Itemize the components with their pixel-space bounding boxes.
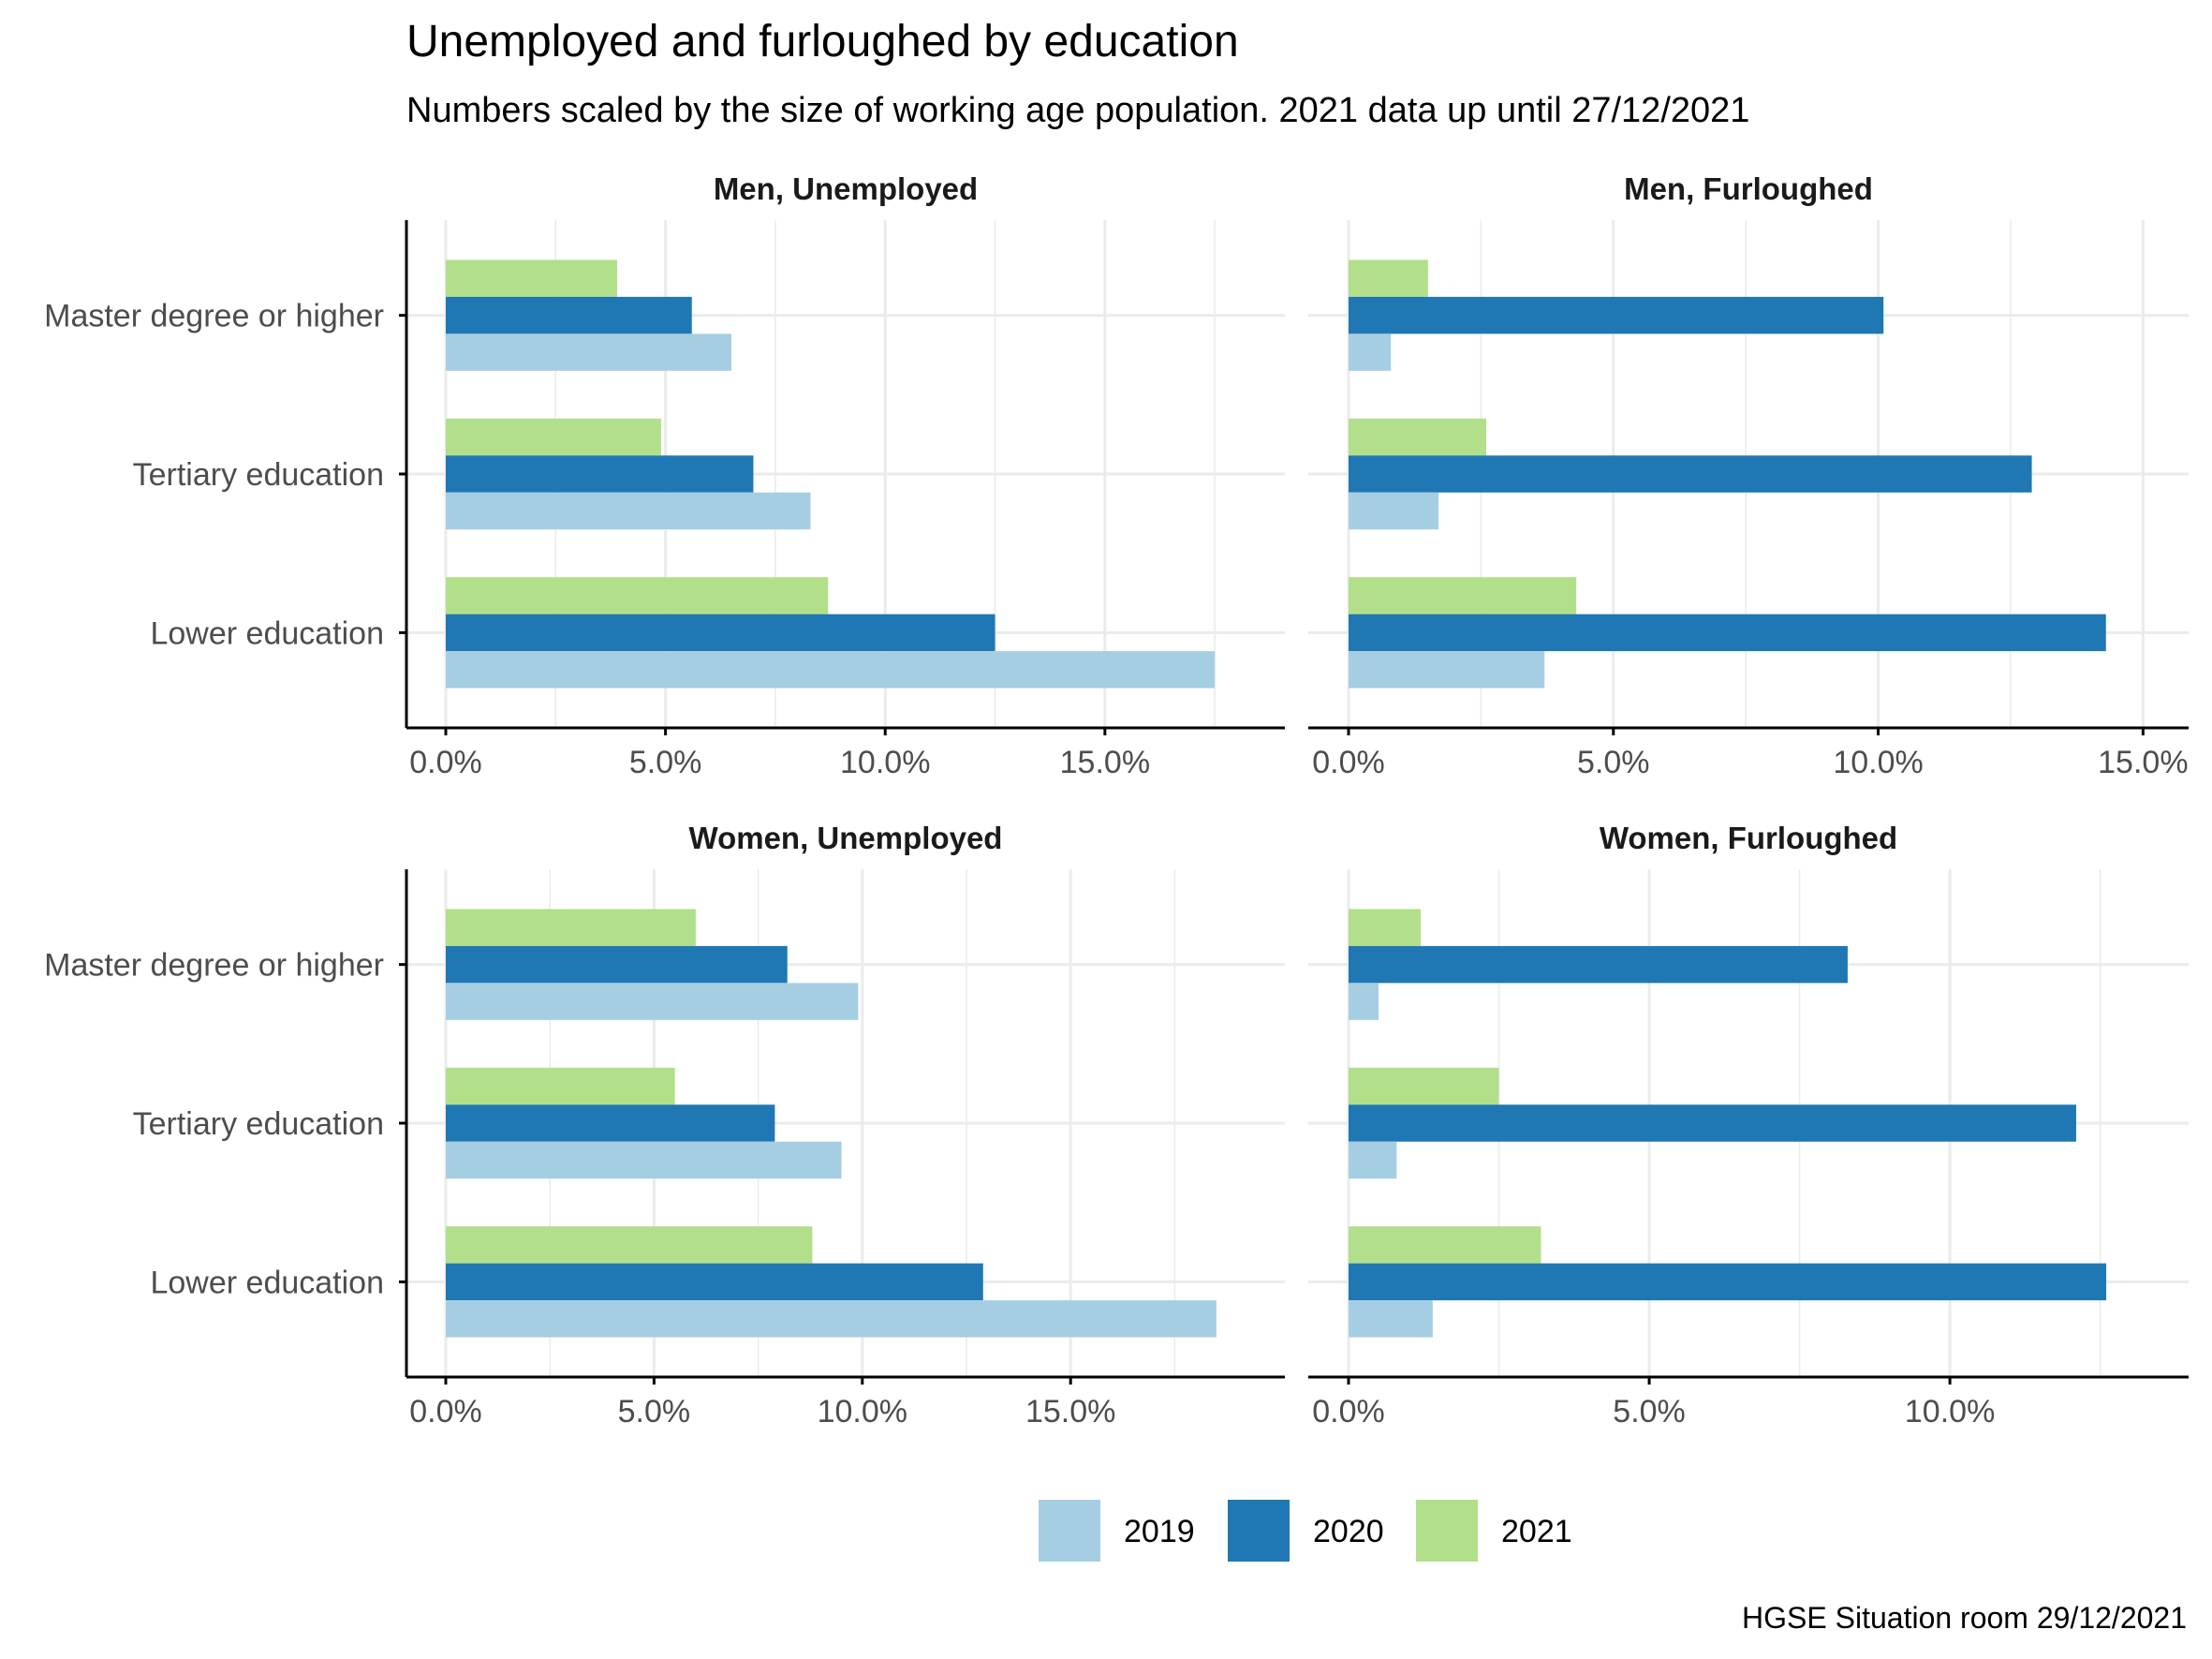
bar-2021	[446, 1226, 813, 1264]
bar-2019	[446, 983, 859, 1020]
bar-2021	[446, 259, 617, 297]
x-tick-label: 5.0%	[1577, 745, 1650, 780]
legend-key-2020	[1228, 1500, 1290, 1562]
bar-2019	[1349, 1300, 1433, 1338]
facet-panel: Men, Furloughed 0.0% 5.0% 10.0% 15.0%	[1308, 171, 2189, 780]
x-tick-label: 5.0%	[1613, 1394, 1686, 1429]
bar-2020	[446, 1104, 775, 1142]
bar-2021	[1349, 1226, 1541, 1264]
y-tick-label: Tertiary education	[133, 1106, 384, 1142]
bar-2019	[1349, 333, 1392, 371]
bar-2020	[1349, 945, 1848, 984]
bar-2019	[1349, 492, 1439, 530]
bar-2019	[1349, 651, 1545, 689]
bar-2019	[1349, 1141, 1397, 1179]
chart-subtitle: Numbers scaled by the size of working ag…	[406, 91, 1749, 130]
bar-2019	[446, 492, 811, 530]
y-tick-label: Tertiary education	[133, 457, 384, 493]
legend: 2019 2020 2021	[1039, 1500, 1572, 1562]
legend-label-2020: 2020	[1313, 1514, 1384, 1549]
x-tick-label: 15.0%	[1025, 1394, 1115, 1429]
bar-2020	[446, 945, 788, 984]
bar-2020	[446, 614, 995, 652]
chart-title: Unemployed and furloughed by education	[406, 17, 1239, 67]
legend-key-2019	[1039, 1500, 1100, 1562]
x-tick-label: 0.0%	[409, 1394, 482, 1429]
bar-2020	[446, 455, 754, 493]
x-tick-label: 0.0%	[409, 745, 482, 780]
x-tick-label: 5.0%	[618, 1394, 691, 1429]
bar-2021	[446, 909, 696, 946]
x-tick-label: 10.0%	[840, 745, 930, 780]
bar-2020	[1349, 1104, 2076, 1142]
bar-2019	[446, 333, 731, 371]
bar-2021	[446, 577, 829, 615]
facet-strip-title: Men, Unemployed	[714, 171, 978, 206]
bar-2021	[1349, 418, 1487, 456]
bar-2020	[446, 296, 692, 334]
bar-2021	[1349, 1067, 1499, 1105]
y-tick-label: Lower education	[150, 615, 384, 651]
facet-strip-title: Women, Furloughed	[1600, 821, 1897, 855]
bar-2019	[446, 1300, 1217, 1338]
y-tick-label: Master degree or higher	[44, 948, 384, 984]
bar-2021	[446, 418, 661, 456]
legend-key-2021	[1416, 1500, 1478, 1562]
y-tick-label: Master degree or higher	[44, 299, 384, 334]
caption: HGSE Situation room 29/12/2021	[1742, 1601, 2187, 1635]
bar-2020	[1349, 296, 1884, 334]
facet-strip-title: Men, Furloughed	[1624, 171, 1873, 206]
bar-2019	[1349, 983, 1379, 1020]
bar-2020	[1349, 455, 2032, 493]
bar-2019	[446, 651, 1216, 689]
bar-2020	[446, 1263, 983, 1301]
x-tick-label: 5.0%	[629, 745, 702, 780]
facet-panel: Women, Unemployed Master degree or higher…	[44, 821, 1285, 1429]
bar-2019	[446, 1141, 842, 1179]
facet-panels: Men, Unemployed Master degree or higher Te…	[44, 171, 2189, 1429]
bar-2020	[1349, 1263, 2107, 1301]
facet-panel: Men, Unemployed Master degree or higher Te…	[44, 171, 1285, 780]
bar-2021	[1349, 909, 1422, 946]
x-tick-label: 15.0%	[2098, 745, 2188, 780]
bar-2020	[1349, 614, 2106, 652]
legend-label-2021: 2021	[1501, 1514, 1572, 1549]
x-tick-label: 10.0%	[1833, 745, 1923, 780]
x-tick-label: 0.0%	[1312, 745, 1385, 780]
x-tick-label: 10.0%	[1905, 1394, 1995, 1429]
x-tick-label: 0.0%	[1312, 1394, 1385, 1429]
facet-panel: Women, Furloughed 0.0% 5.0% 10.0%	[1308, 821, 2189, 1429]
bar-2021	[446, 1067, 675, 1105]
x-tick-label: 15.0%	[1060, 745, 1150, 780]
bar-2021	[1349, 577, 1577, 615]
y-tick-label: Lower education	[150, 1265, 384, 1300]
x-tick-label: 10.0%	[818, 1394, 907, 1429]
facet-strip-title: Women, Unemployed	[689, 821, 1003, 855]
bar-2021	[1349, 259, 1428, 297]
legend-label-2019: 2019	[1124, 1514, 1195, 1549]
